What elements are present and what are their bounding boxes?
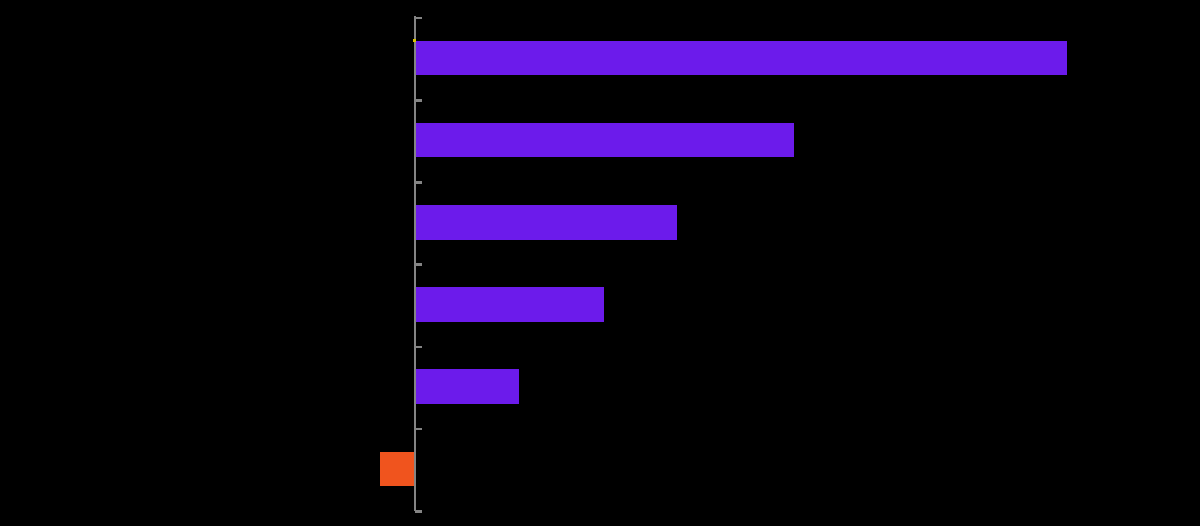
y-axis-tick (415, 510, 422, 513)
bar-5-positive (416, 369, 519, 404)
bar-4-positive (416, 287, 604, 322)
y-axis-tick (415, 16, 422, 20)
y-axis-tick (415, 345, 422, 349)
bar-1-positive (416, 40, 1067, 76)
y-axis-tick (415, 181, 422, 184)
bar-2-positive (416, 122, 794, 158)
y-axis-tick (415, 99, 422, 102)
y-axis-tick (415, 427, 422, 431)
bar-6-negative (380, 451, 414, 487)
yellow-dot-artifact (413, 39, 416, 42)
bar-3-positive (416, 205, 677, 240)
y-axis-tick (415, 263, 422, 266)
